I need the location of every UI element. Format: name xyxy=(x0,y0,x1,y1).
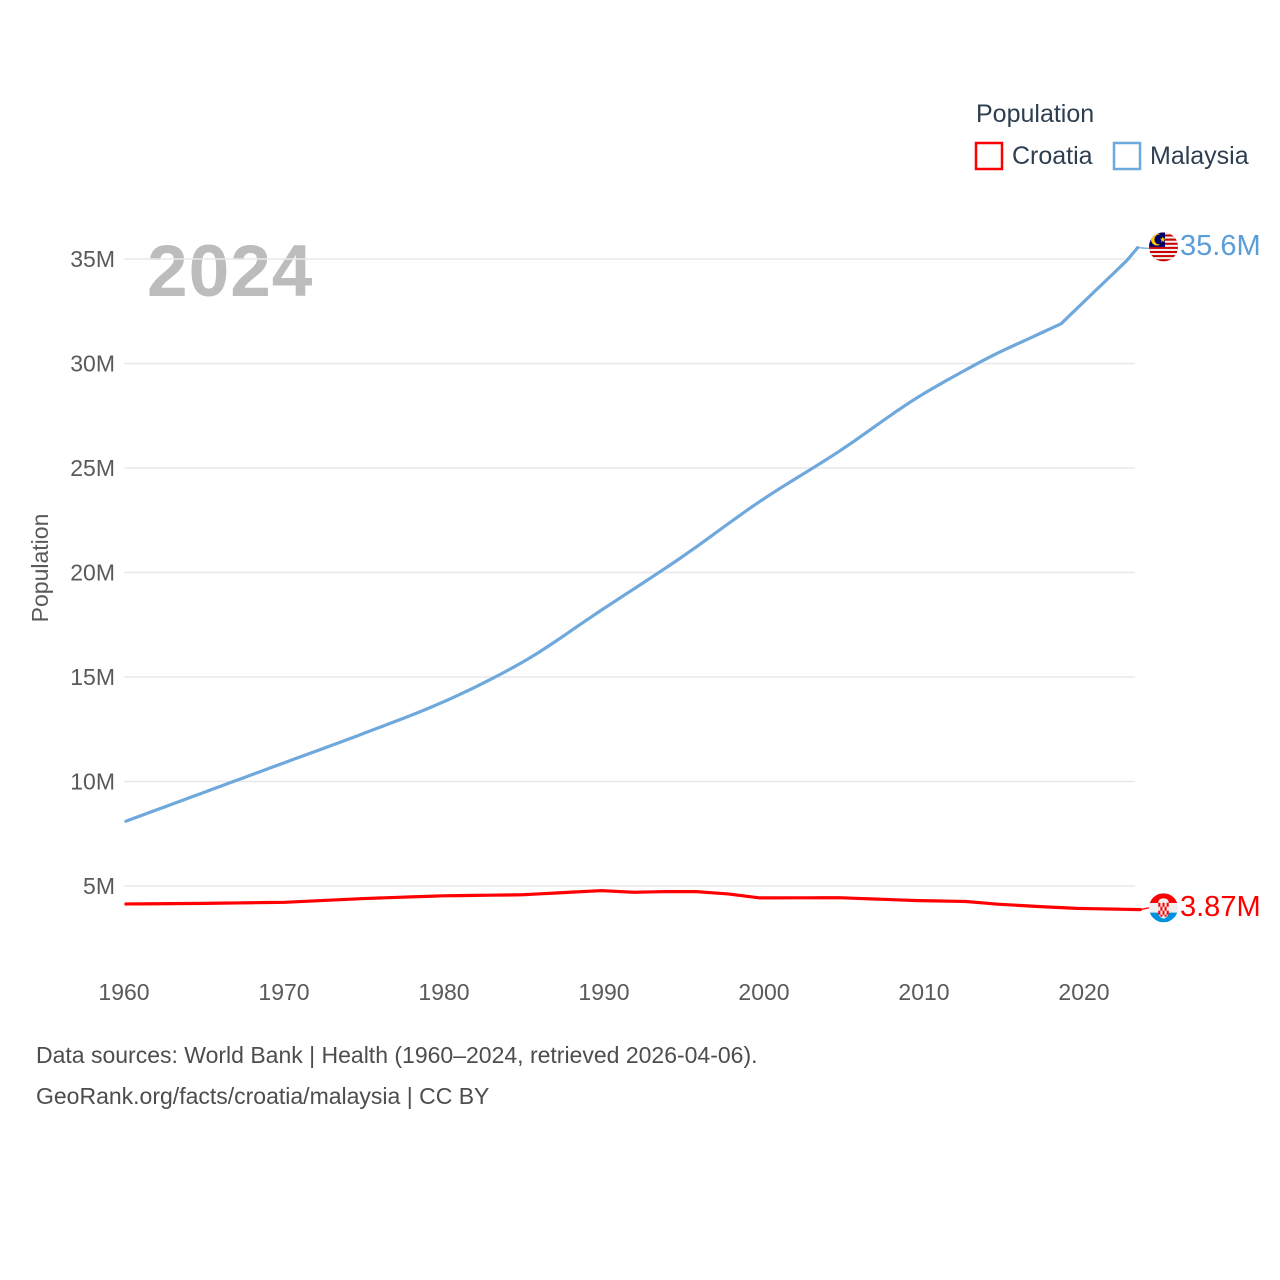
svg-text:Malaysia: Malaysia xyxy=(1150,142,1249,170)
svg-text:1990: 1990 xyxy=(578,979,629,1005)
svg-text:Data sources: World Bank | Hea: Data sources: World Bank | Health (1960–… xyxy=(36,1042,758,1068)
svg-text:GeoRank.org/facts/croatia/mala: GeoRank.org/facts/croatia/malaysia | CC … xyxy=(36,1083,489,1109)
svg-text:Population: Population xyxy=(27,514,53,623)
svg-text:20M: 20M xyxy=(70,560,115,586)
svg-text:2020: 2020 xyxy=(1058,979,1109,1005)
svg-text:1980: 1980 xyxy=(418,979,469,1005)
svg-text:3.87M: 3.87M xyxy=(1180,891,1261,923)
svg-text:2000: 2000 xyxy=(738,979,789,1005)
svg-text:35M: 35M xyxy=(70,246,115,272)
svg-text:10M: 10M xyxy=(70,769,115,795)
svg-text:2010: 2010 xyxy=(898,979,949,1005)
svg-text:1960: 1960 xyxy=(98,979,149,1005)
svg-text:Croatia: Croatia xyxy=(1012,142,1093,170)
svg-text:5M: 5M xyxy=(83,873,115,899)
svg-text:30M: 30M xyxy=(70,351,115,377)
svg-text:25M: 25M xyxy=(70,455,115,481)
svg-text:Population: Population xyxy=(976,100,1094,128)
svg-text:15M: 15M xyxy=(70,664,115,690)
svg-text:35.6M: 35.6M xyxy=(1180,230,1261,262)
svg-text:2024: 2024 xyxy=(147,231,313,312)
svg-text:1970: 1970 xyxy=(258,979,309,1005)
